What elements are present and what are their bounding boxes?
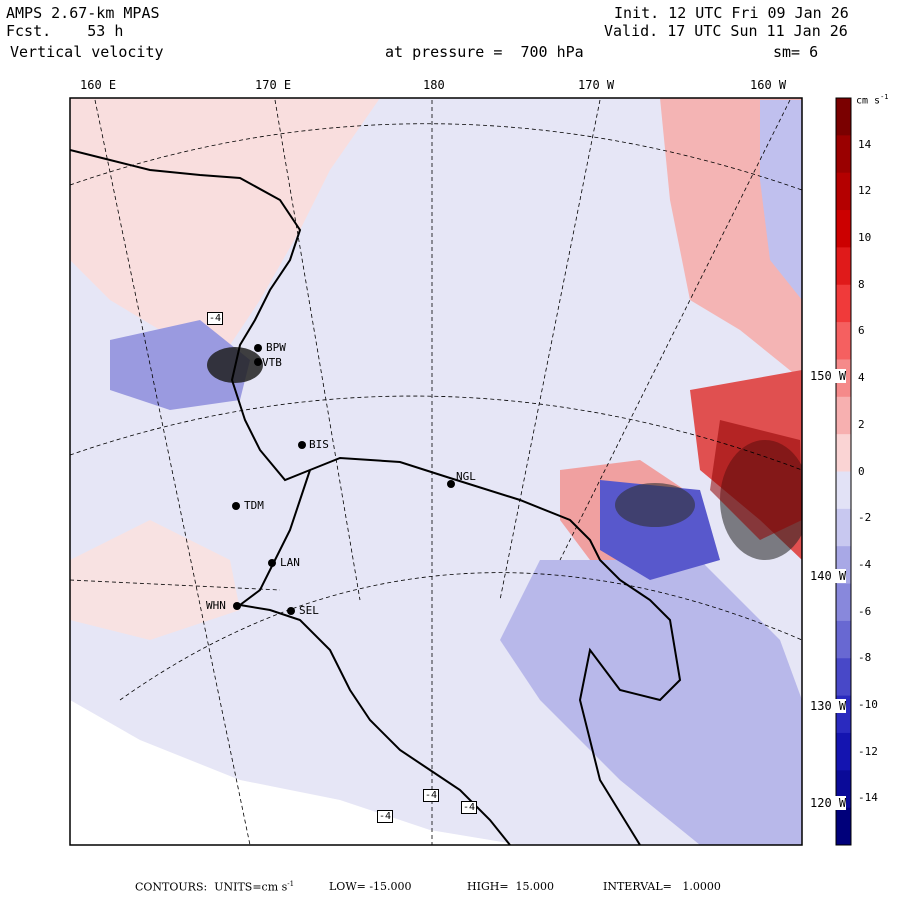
negative-region-southeast (500, 560, 802, 845)
lat-label-120w: 120 W (810, 796, 847, 810)
station-label-vtb: VTB (262, 356, 282, 369)
colorbar (835, 97, 852, 846)
lon-label-160e: 160 E (80, 78, 117, 92)
coastline (70, 149, 682, 845)
colorbar-swatch (836, 732, 851, 771)
station-dot-tdm (232, 502, 240, 510)
colorbar-tick-label: -12 (858, 744, 878, 758)
colorbar-swatch (836, 434, 851, 472)
colorbar-swatch (836, 807, 851, 846)
colorbar-swatch (836, 583, 851, 622)
map-frame (69, 97, 803, 846)
colorbar-tick-label: -14 (858, 791, 878, 805)
lon-label-170e: 170 E (255, 78, 292, 92)
station-label-bis: BIS (309, 438, 329, 451)
calm-region (70, 700, 520, 845)
smoothing-value: sm= 6 (773, 43, 819, 61)
contour-cluster-coast (615, 483, 695, 527)
station-label-whn: WHN (206, 599, 226, 612)
footer-high: HIGH= 15.000 (467, 880, 555, 893)
contour-cluster-positive (710, 420, 802, 540)
station-label-sel: SEL (299, 604, 319, 617)
colorbar-swatch (836, 172, 851, 211)
lat-label-130w: 130 W (810, 699, 847, 713)
colorbar-tick-label: -10 (858, 697, 878, 711)
lon-label-160w: 160 W (750, 78, 787, 92)
station-label-ngl: NGL (456, 470, 476, 483)
extremum-box: -4 (377, 810, 394, 823)
colorbar-tick-label: 10 (858, 231, 872, 245)
colorbar-units: cm s-1 (856, 93, 889, 107)
colorbar-tick-label: 2 (858, 417, 865, 431)
lat-label-150w: 150 W (810, 369, 847, 383)
valid-time: Valid. 17 UTC Sun 11 Jan 26 (604, 22, 848, 40)
station-dot-lan (268, 559, 276, 567)
colorbar-frame (835, 97, 852, 846)
pink-region-southwest (70, 520, 240, 640)
lat-label-140w: 140 W (810, 569, 847, 583)
station-label-lan: LAN (280, 556, 300, 569)
footer-low: LOW= -15.000 (329, 880, 412, 893)
station-dot-bpw (254, 344, 262, 352)
station-markers (232, 344, 455, 615)
colorbar-tick-label: -8 (858, 651, 872, 665)
footer-interval: INTERVAL= 1.0000 (603, 880, 721, 893)
colorbar-swatch (836, 98, 851, 136)
extremum-box: -4 (207, 312, 224, 325)
colorbar-swatch (836, 396, 851, 435)
footer-contours: CONTOURS: UNITS=cm s-1 (135, 880, 295, 894)
colorbar-tick-label: -2 (858, 511, 872, 525)
colorbar-swatch (836, 284, 851, 323)
colorbar-swatch (836, 322, 851, 360)
negative-region-northeast (760, 100, 802, 300)
colorbar-tick-label: 14 (858, 137, 872, 151)
colorbar-tick-label: -6 (858, 604, 872, 618)
colorbar-swatch (836, 135, 851, 174)
station-label-tdm: TDM (244, 499, 264, 512)
variable-name: Vertical velocity (10, 43, 164, 61)
station-dot-bis (298, 441, 306, 449)
colorbar-tick-label: 12 (858, 184, 872, 198)
pressure-level: at pressure = 700 hPa (385, 43, 584, 61)
colorbar-swatch (836, 508, 851, 547)
init-time: Init. 12 UTC Fri 09 Jan 26 (614, 4, 849, 22)
station-dot-whn (233, 602, 241, 610)
colorbar-tick-label: 0 (858, 464, 865, 478)
lon-label-170w: 170 W (578, 78, 615, 92)
model-title: AMPS 2.67-km MPAS (6, 4, 160, 22)
colorbar-tick-label: -4 (858, 557, 872, 571)
pink-region-west (70, 98, 380, 360)
extremum-box: -4 (423, 789, 440, 802)
lon-label-180: 180 (423, 78, 445, 92)
negative-region-ross-island (110, 320, 250, 410)
colorbar-swatch (836, 620, 851, 659)
colorbar-tick-label: 4 (858, 371, 865, 385)
station-dot-sel (287, 607, 295, 615)
station-label-bpw: BPW (266, 341, 286, 354)
extremum-box: -4 (461, 801, 478, 814)
colorbar-swatch (836, 658, 851, 697)
colorbar-swatch (836, 471, 851, 510)
colorbar-swatch (836, 210, 851, 248)
forecast-hour: Fcst. 53 h (6, 22, 124, 40)
station-dot-ngl (447, 480, 455, 488)
colorbar-tick-label: 8 (858, 277, 865, 291)
colorbar-swatch (836, 247, 851, 286)
station-dot-vtb (254, 358, 262, 366)
colorbar-tick-label: 6 (858, 324, 865, 338)
